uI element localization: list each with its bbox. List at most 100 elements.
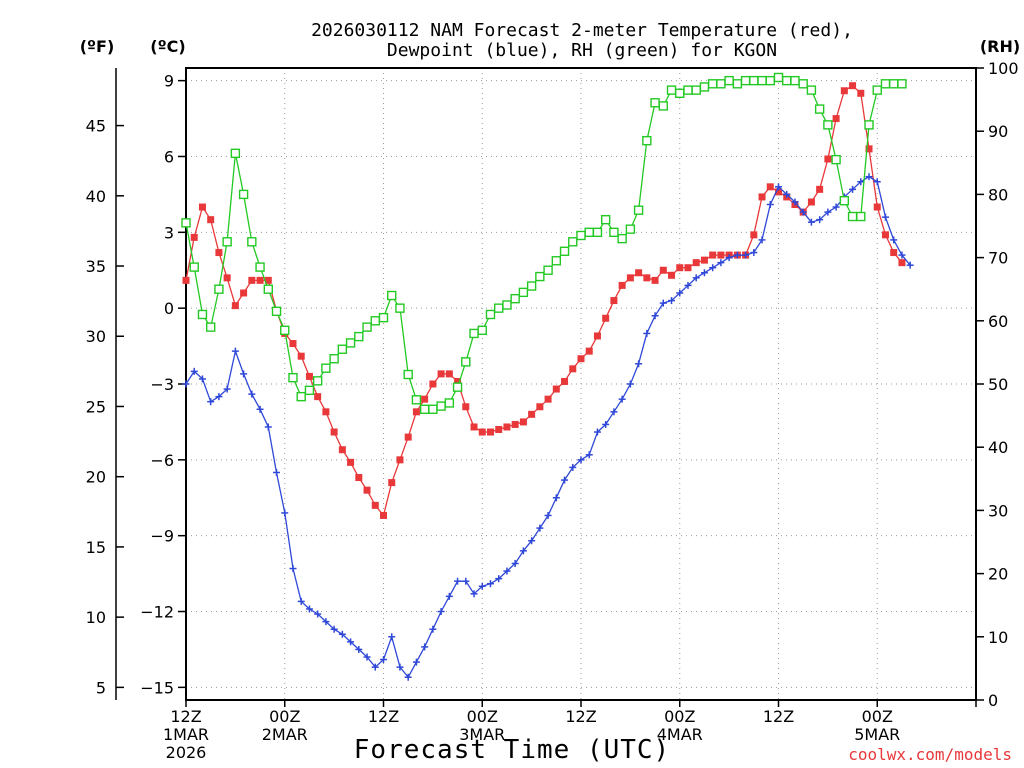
rh-point: [699, 82, 710, 92]
celsius-unit-label: (ºC): [150, 37, 185, 56]
x-tick-label: 12Z: [565, 707, 596, 726]
dewpoint-point: [849, 185, 857, 193]
rh-line: [185, 76, 902, 410]
rh-tick-label: 40: [988, 438, 1008, 457]
rh-point: [872, 85, 882, 95]
rh-point: [526, 281, 537, 291]
rh-point: [880, 79, 891, 89]
dewpoint-point: [725, 254, 733, 262]
temperature-point: [807, 198, 815, 206]
dewpoint-point: [519, 547, 527, 555]
rh-point: [345, 338, 356, 348]
dewpoint-point: [330, 625, 338, 633]
dewpoint-point: [750, 249, 758, 257]
dewpoint-point: [445, 592, 453, 600]
rh-point: [831, 154, 841, 165]
temperature-point: [330, 428, 338, 436]
temperature-point: [462, 403, 470, 411]
fahrenheit-tick-label: 5: [96, 678, 106, 697]
rh-point: [716, 79, 726, 89]
rh-point: [189, 262, 199, 272]
temperature-point: [610, 297, 618, 305]
dewpoint-point: [824, 208, 832, 216]
rh-point: [847, 211, 858, 222]
fahrenheit-tick-label: 35: [86, 257, 106, 276]
rh-point: [600, 214, 611, 225]
dewpoint-point: [700, 269, 708, 277]
temperature-point: [371, 501, 379, 509]
rh-point: [543, 265, 553, 275]
dewpoint-point: [865, 173, 873, 181]
dewpoint-point: [709, 264, 717, 272]
temperature-point: [231, 302, 239, 310]
rh-point: [312, 376, 323, 386]
dewpoint-point: [569, 463, 577, 471]
temperature-point: [865, 145, 873, 153]
temperature-point: [511, 420, 519, 428]
dewpoint-point: [593, 428, 601, 436]
dewpoint-point: [470, 590, 478, 598]
rh-point: [321, 363, 331, 373]
rh-point: [897, 79, 907, 89]
temperature-point: [297, 352, 305, 360]
rh-point: [675, 88, 685, 98]
temperature-point: [577, 355, 585, 363]
dewpoint-point: [742, 251, 750, 259]
dewpoint-point: [338, 630, 346, 638]
temperature-point: [478, 428, 486, 436]
dewpoint-point: [371, 663, 379, 671]
temperature-point: [561, 377, 569, 385]
temperature-point: [898, 259, 906, 267]
rh-point: [609, 227, 619, 238]
x-tick-label: 12Z: [368, 707, 399, 726]
fahrenheit-tick-label: 45: [86, 117, 106, 136]
temperature-point: [643, 274, 651, 282]
rh-point: [633, 205, 644, 215]
rh-tick-label: 90: [988, 122, 1008, 141]
fahrenheit-tick-label: 30: [86, 327, 106, 346]
x-tick-label: 00Z: [467, 707, 498, 726]
dewpoint-point: [289, 565, 297, 573]
dewpoint-point: [190, 367, 198, 375]
dewpoint-point: [651, 312, 659, 320]
temperature-point: [289, 340, 297, 348]
celsius-tick-label: 9: [164, 72, 174, 91]
dewpoint-point: [207, 398, 215, 406]
celsius-tick-label: −6: [150, 451, 174, 470]
x-tick-label: 00Z: [862, 707, 893, 726]
dewpoint-point: [322, 618, 330, 626]
temperature-point: [355, 474, 363, 482]
series-temperature: [182, 82, 906, 519]
fahrenheit-tick-label: 20: [86, 468, 106, 487]
dewpoint-point: [552, 494, 560, 502]
dewpoint-point: [486, 580, 494, 588]
temperature-point: [396, 456, 404, 464]
rh-point: [304, 385, 315, 396]
temperature-point: [388, 479, 396, 487]
dewpoint-point: [412, 658, 420, 666]
temperature-point: [602, 314, 610, 322]
dewpoint-point: [692, 274, 700, 282]
dewpoint-point: [231, 347, 239, 355]
rh-point: [658, 101, 668, 111]
temperature-point: [445, 370, 453, 378]
rh-point: [650, 98, 660, 108]
temperature-point: [709, 251, 717, 259]
rh-point: [387, 290, 397, 301]
celsius-tick-label: 0: [164, 299, 174, 318]
temperature-point: [519, 418, 527, 426]
rh-point: [584, 227, 594, 238]
rh-point: [362, 322, 372, 332]
x-tick-label: 4MAR: [657, 725, 703, 744]
rh-point: [765, 75, 775, 86]
dewpoint-point: [297, 597, 305, 605]
rh-tick-label: 70: [988, 249, 1008, 268]
dewpoint-point: [256, 405, 264, 413]
series-dewpoint: [182, 173, 914, 681]
rh-point: [823, 120, 833, 130]
dewpoint-point: [643, 329, 651, 337]
dewpoint-point: [198, 375, 206, 383]
dewpoint-point: [676, 289, 684, 297]
dewpoint-point: [305, 605, 313, 613]
